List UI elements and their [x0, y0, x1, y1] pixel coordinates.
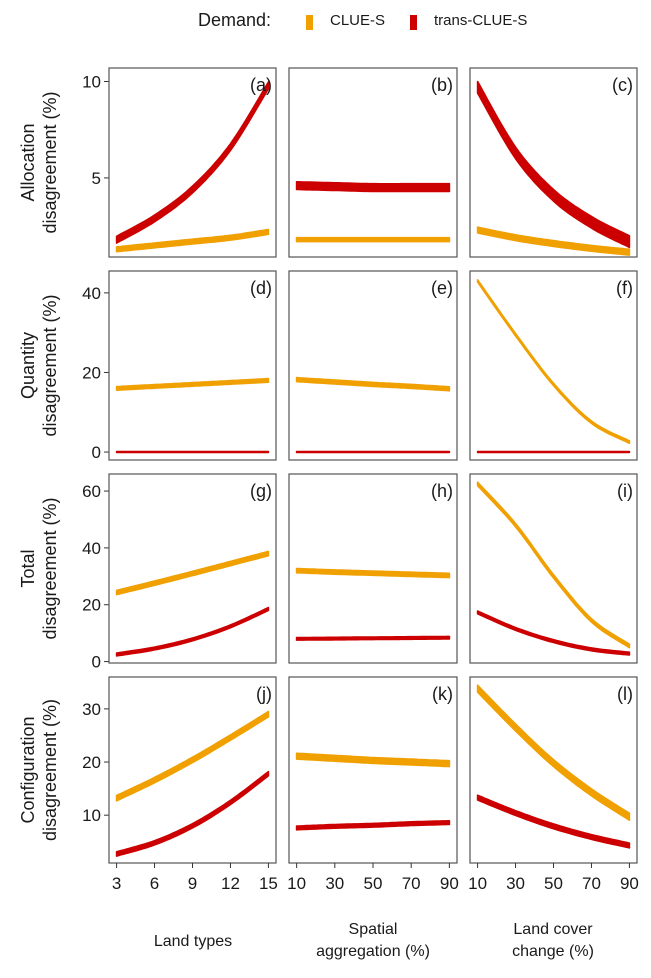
x-axis-label-line2: change (%): [512, 943, 594, 960]
series-ribbon-clue-s: [295, 376, 451, 392]
panel-border: [469, 270, 638, 461]
panel-border: [108, 473, 277, 664]
x-tick-label: 10: [468, 874, 487, 893]
x-tick-label: 6: [150, 874, 159, 893]
x-axis-label-line2: aggregation (%): [316, 943, 430, 960]
x-tick-label: 70: [402, 874, 421, 893]
series-ribbon-trans-clue-s: [115, 606, 270, 657]
legend-label-clue-s: CLUE-S: [330, 12, 386, 29]
y-tick-label: 40: [82, 539, 101, 558]
y-tick-label: 0: [92, 443, 101, 462]
panel-border: [469, 473, 638, 664]
y-tick-label: 20: [82, 753, 101, 772]
panel-tag: (h): [431, 481, 453, 501]
y-axis-label-3: Total disagreement (%): [18, 497, 60, 639]
series-ribbon-clue-s: [476, 684, 631, 821]
series-ribbon-trans-clue-s: [476, 794, 631, 849]
y-axis-label-line2: disagreement (%): [40, 497, 60, 639]
x-tick-label: 90: [620, 874, 639, 893]
panel-border: [288, 270, 458, 461]
series-ribbon-clue-s: [115, 550, 270, 596]
x-tick-label: 90: [440, 874, 459, 893]
series-ribbon-trans-clue-s: [295, 635, 451, 641]
legend: Demand: CLUE-S trans-CLUE-S: [0, 8, 651, 34]
y-axis-label-4: Configuration disagreement (%): [18, 699, 60, 841]
x-axis-label: Land types: [154, 933, 232, 950]
x-tick-label: 50: [544, 874, 563, 893]
y-axis-label-line1: Quantity: [18, 332, 38, 399]
y-tick-label: 60: [82, 482, 101, 501]
x-tick-label: 12: [221, 874, 240, 893]
x-tick-label: 50: [364, 874, 383, 893]
panel-border: [108, 67, 277, 258]
series-ribbon-clue-s: [476, 481, 631, 649]
series-ribbon-clue-s: [115, 377, 270, 391]
panel-tag: (d): [250, 278, 272, 298]
series-ribbon-trans-clue-s: [115, 81, 270, 244]
panel-tag: (a): [250, 75, 272, 95]
series-ribbon-clue-s: [295, 752, 451, 768]
legend-key-trans-clue-s: [410, 15, 417, 30]
x-tick-label: 70: [582, 874, 601, 893]
panel-tag: (i): [617, 481, 633, 501]
series-ribbon-clue-s: [115, 228, 270, 253]
y-axis-label-2: Quantity disagreement (%): [18, 294, 60, 436]
y-tick-label: 20: [82, 596, 101, 615]
y-axis-label-1: Allocation disagreement (%): [18, 91, 60, 233]
series-ribbon-clue-s: [295, 236, 451, 243]
series-ribbon-trans-clue-s: [295, 450, 451, 454]
x-tick-label: 10: [287, 874, 306, 893]
y-axis-label-line2: disagreement (%): [40, 699, 60, 841]
y-tick-label: 10: [82, 806, 101, 825]
y-axis-label-line2: disagreement (%): [40, 294, 60, 436]
panel-tag: (k): [432, 684, 453, 704]
series-ribbon-trans-clue-s: [476, 610, 631, 656]
panel-tag: (b): [431, 75, 453, 95]
x-tick-label: 9: [188, 874, 197, 893]
panel-tag: (j): [256, 684, 272, 704]
x-tick-label: 3: [112, 874, 121, 893]
x-tick-label: 30: [325, 874, 344, 893]
series-ribbon-trans-clue-s: [115, 450, 270, 454]
panel-tag: (f): [616, 278, 633, 298]
y-tick-label: 20: [82, 363, 101, 382]
y-axis-label-line1: Total: [18, 549, 38, 587]
panel-border: [288, 473, 458, 664]
y-axis-label-line1: Configuration: [18, 716, 38, 823]
panel-border: [288, 67, 458, 258]
panel-tag: (l): [617, 684, 633, 704]
y-tick-label: 40: [82, 284, 101, 303]
x-axis-label-line1: Land cover: [513, 921, 593, 938]
panel-border: [108, 270, 277, 461]
panel-border: [108, 676, 277, 864]
series-ribbon-trans-clue-s: [115, 770, 270, 857]
series-ribbon-trans-clue-s: [476, 80, 631, 249]
series-ribbon-clue-s: [115, 710, 270, 802]
series-ribbon-trans-clue-s: [476, 450, 631, 454]
y-tick-label: 30: [82, 700, 101, 719]
y-axis-label-line1: Allocation: [18, 123, 38, 201]
x-axis-label-line1: Spatial: [349, 921, 398, 938]
series-ribbon-trans-clue-s: [295, 820, 451, 831]
series-ribbon-clue-s: [476, 279, 631, 445]
y-tick-label: 10: [82, 73, 101, 92]
y-tick-label: 5: [92, 169, 101, 188]
legend-label-trans-clue-s: trans-CLUE-S: [434, 12, 528, 29]
x-tick-label: 15: [259, 874, 278, 893]
panel-tag: (e): [431, 278, 453, 298]
legend-title: Demand:: [198, 10, 272, 30]
legend-key-clue-s: [306, 15, 313, 30]
y-tick-label: 0: [92, 653, 101, 672]
panel-tag: (g): [250, 481, 272, 501]
series-ribbon-clue-s: [476, 226, 631, 256]
panel-border: [469, 67, 638, 258]
y-axis-label-line2: disagreement (%): [40, 91, 60, 233]
series-ribbon-clue-s: [295, 567, 451, 579]
panel-tag: (c): [612, 75, 633, 95]
panel-border: [288, 676, 458, 864]
x-tick-label: 30: [506, 874, 525, 893]
series-ribbon-trans-clue-s: [295, 181, 451, 193]
